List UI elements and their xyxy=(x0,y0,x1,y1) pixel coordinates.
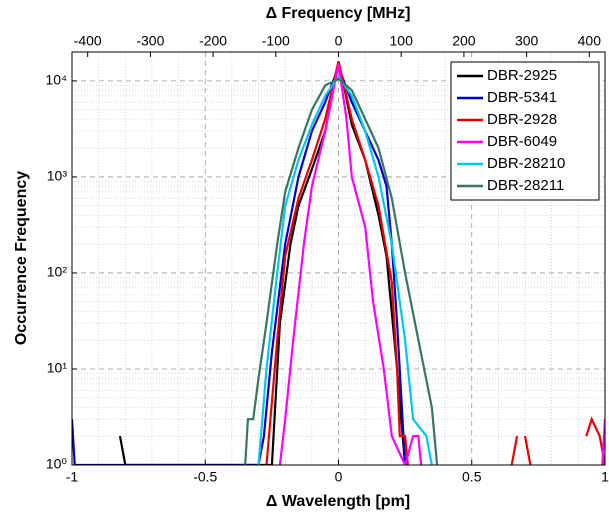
legend-label: DBR-28211 xyxy=(487,177,564,194)
y-tick-label: 10¹ xyxy=(47,360,68,376)
x2-tick-label: 200 xyxy=(452,33,476,49)
plot-frame xyxy=(71,51,606,466)
legend-label: DBR-5341 xyxy=(487,89,557,106)
legend-label: DBR-6049 xyxy=(487,133,557,150)
y-tick-label: 10⁰ xyxy=(46,456,68,472)
x2-tick-label: -100 xyxy=(262,33,290,49)
x2-tick-label: -400 xyxy=(74,33,102,49)
x2-axis-label: Δ Frequency [MHz] xyxy=(266,5,411,22)
series-line xyxy=(265,61,605,465)
x2-tick-label: -300 xyxy=(136,33,164,49)
x2-tick-label: 300 xyxy=(515,33,539,49)
legend-box xyxy=(450,61,600,201)
series-line xyxy=(244,77,439,465)
legend-label: DBR-2925 xyxy=(487,67,557,84)
x2-tick-label: 0 xyxy=(335,33,343,49)
legend-label: DBR-28210 xyxy=(487,155,565,172)
y-axis-label: Occurrence Frequency xyxy=(13,171,30,345)
x-axis-label: Δ Wavelength [pm] xyxy=(266,493,410,510)
x2-tick-label: 100 xyxy=(390,33,414,49)
x2-tick-label: -200 xyxy=(199,33,227,49)
y-tick-label: 10² xyxy=(47,264,68,280)
x-tick-label: -0.5 xyxy=(193,469,217,485)
y-tick-label: 10⁴ xyxy=(45,72,67,88)
x-tick-label: 0.5 xyxy=(462,469,482,485)
y-tick-label: 10³ xyxy=(47,168,68,184)
x-tick-label: 0 xyxy=(335,469,343,485)
series-line xyxy=(72,63,407,465)
x-tick-label: 1 xyxy=(601,469,609,485)
x2-tick-label: 400 xyxy=(578,33,602,49)
legend-label: DBR-2928 xyxy=(487,111,557,128)
x-tick-label: -1 xyxy=(66,469,79,485)
series-line xyxy=(257,74,433,465)
